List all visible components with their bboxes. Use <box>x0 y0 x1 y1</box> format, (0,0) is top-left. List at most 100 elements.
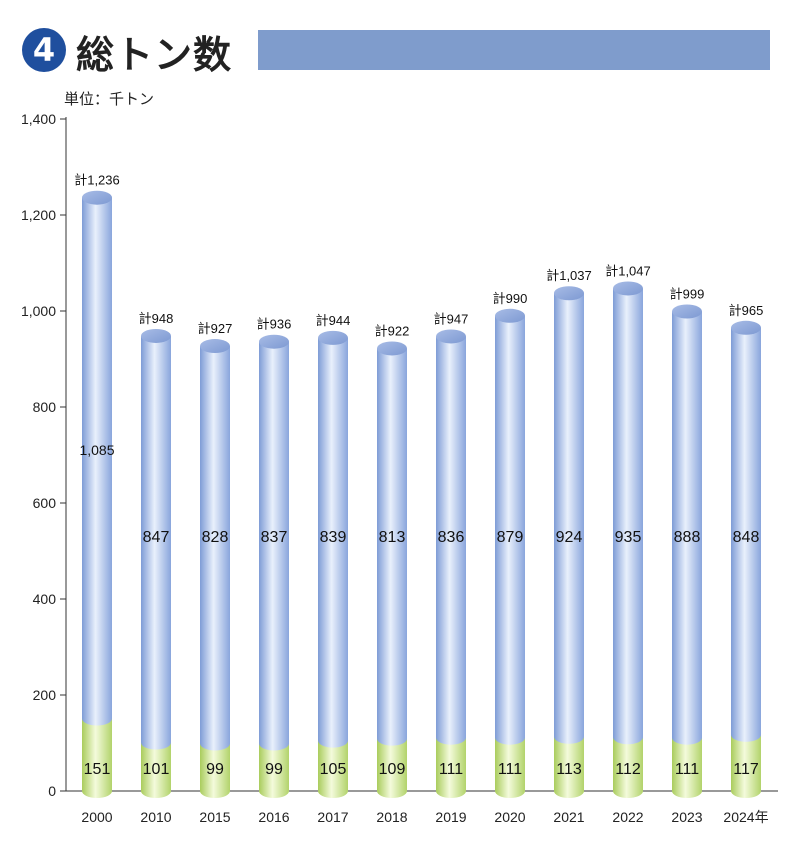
data-label-upper: 935 <box>615 529 642 546</box>
labels-layer: 151 1,085 計1,236 101 847 計948 99 828 計927 99 837 計9… <box>74 173 763 778</box>
x-tick-label: 2022 <box>612 809 643 825</box>
y-tick-label: 600 <box>33 495 57 511</box>
data-label-upper: 839 <box>320 529 347 546</box>
data-label-lower: 112 <box>615 761 641 778</box>
bar-segment-lower <box>731 734 761 798</box>
bar-segment-upper <box>495 315 525 745</box>
data-label-total: 計1,047 <box>605 263 651 278</box>
chart-header: 4 総トン数 単位：千トン <box>0 0 800 108</box>
title-decoration-bar <box>258 30 770 70</box>
bar-segment-lower <box>554 736 584 798</box>
data-label-total: 計944 <box>316 313 351 328</box>
x-tick-label: 2016 <box>258 809 289 825</box>
data-label-lower: 99 <box>265 761 283 778</box>
bar-segment-upper <box>200 346 230 751</box>
bar-segment-upper <box>318 337 348 748</box>
data-label-upper: 837 <box>261 529 288 546</box>
x-tick-label: 2015 <box>199 809 230 825</box>
unit-label: 単位：千トン <box>64 90 155 108</box>
bar-segment-upper <box>141 335 171 750</box>
x-tick-label: 2023 <box>671 809 702 825</box>
y-tick-label: 1,000 <box>21 303 56 319</box>
data-label-lower: 113 <box>556 761 582 778</box>
y-tick-label: 800 <box>33 399 57 415</box>
x-tick-label: 2000 <box>81 809 112 825</box>
data-label-lower: 109 <box>379 761 406 778</box>
bar-top-cap <box>318 330 348 345</box>
x-tick-label: 2024年 <box>723 809 768 825</box>
data-label-upper: 1,085 <box>79 442 114 458</box>
bar-segment-lower <box>613 737 643 798</box>
data-label-upper: 836 <box>438 529 465 546</box>
data-label-lower: 105 <box>320 761 347 778</box>
section-number-badge: 4 <box>22 28 66 72</box>
data-label-total: 計927 <box>198 321 233 336</box>
bar-top-cap <box>377 341 407 356</box>
data-label-upper: 888 <box>674 529 701 546</box>
bar-segment-lower <box>200 743 230 798</box>
bar-top-cap <box>613 281 643 296</box>
bar-segment-lower <box>318 740 348 798</box>
bars-layer <box>82 190 761 798</box>
data-label-upper: 848 <box>733 529 760 546</box>
data-label-upper: 924 <box>556 529 583 546</box>
bar-segment-lower <box>141 742 171 798</box>
bar-segment-lower <box>377 738 407 798</box>
bar-top-cap <box>200 339 230 354</box>
data-label-total: 計965 <box>729 303 764 318</box>
y-tick-label: 1,200 <box>21 207 56 223</box>
bar-top-cap <box>436 329 466 344</box>
data-label-total: 計1,037 <box>546 268 592 283</box>
data-label-total: 計936 <box>257 317 292 332</box>
x-tick-label: 2020 <box>494 809 525 825</box>
x-tick-label: 2017 <box>317 809 348 825</box>
bar-segment-upper <box>554 293 584 744</box>
data-label-upper: 828 <box>202 529 229 546</box>
data-label-lower: 111 <box>675 761 699 778</box>
data-label-lower: 111 <box>439 761 463 778</box>
bar-segment-upper <box>613 288 643 745</box>
bar-segment-upper <box>377 348 407 746</box>
bar-top-cap <box>259 334 289 349</box>
data-label-upper: 813 <box>379 529 406 546</box>
bar-top-cap <box>731 320 761 335</box>
bar-segment-upper <box>672 311 702 745</box>
data-label-total: 計922 <box>375 323 410 338</box>
x-tick-label: 2019 <box>435 809 466 825</box>
bar-segment-lower <box>495 737 525 798</box>
data-label-lower: 151 <box>84 761 111 778</box>
y-tick-label: 400 <box>33 591 57 607</box>
data-label-lower: 117 <box>733 761 759 778</box>
bar-segment-lower <box>672 737 702 798</box>
data-label-total: 計947 <box>434 311 469 326</box>
bar-top-cap <box>141 328 171 343</box>
chart-title: 総トン数 <box>76 33 233 77</box>
bar-top-cap <box>82 190 112 205</box>
axes: 0 200 400 600 800 1,000 1,200 1,400 2000 2010 2015… <box>21 111 778 825</box>
y-tick-label: 1,400 <box>21 111 56 127</box>
data-label-lower: 101 <box>143 761 170 778</box>
bar-segment-lower <box>259 743 289 798</box>
x-tick-label: 2010 <box>140 809 171 825</box>
data-label-total: 計948 <box>139 311 174 326</box>
bar-top-cap <box>554 286 584 301</box>
bar-segment-upper <box>436 336 466 745</box>
data-label-total: 計990 <box>493 291 528 306</box>
bar-segment-lower <box>82 718 112 798</box>
bar-segment-upper <box>731 327 761 742</box>
data-label-upper: 879 <box>497 529 524 546</box>
x-tick-label: 2018 <box>376 809 407 825</box>
bar-segment-lower <box>436 737 466 798</box>
bar-segment-upper <box>259 341 289 751</box>
data-label-total: 計999 <box>670 286 705 301</box>
bar-top-cap <box>495 308 525 323</box>
bar-segment-upper <box>82 197 113 726</box>
y-tick-label: 0 <box>48 783 56 799</box>
bar-top-cap <box>672 304 702 319</box>
y-tick-label: 200 <box>33 687 57 703</box>
data-label-total: 計1,236 <box>74 173 120 188</box>
data-label-upper: 847 <box>143 529 170 546</box>
x-tick-label: 2021 <box>553 809 584 825</box>
data-label-lower: 111 <box>498 761 522 778</box>
